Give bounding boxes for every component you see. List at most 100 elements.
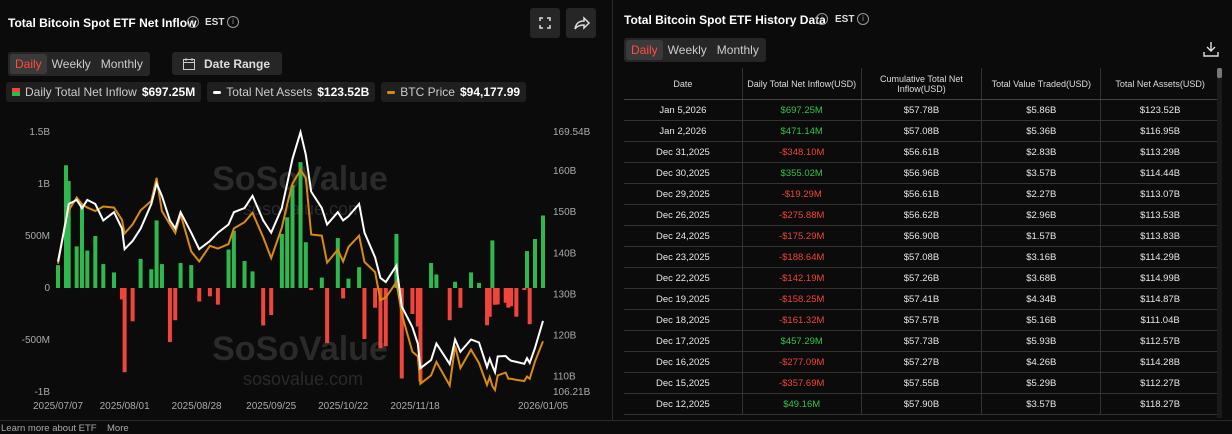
y2-tick-label: 140B xyxy=(553,248,577,259)
table-row: Dec 17,2025 $457.29M $57.73B $5.93B $112.57B xyxy=(624,330,1220,352)
table-cell: $57.55B xyxy=(861,372,983,394)
bar xyxy=(298,162,303,288)
bar xyxy=(159,264,164,288)
y2-tick-label: 106.21B xyxy=(553,387,591,398)
footer-link[interactable]: More xyxy=(107,423,129,434)
table-cell: -$188.64M xyxy=(742,246,862,268)
info-icon[interactable]: i xyxy=(227,16,239,28)
tab[interactable]: Monthly xyxy=(100,57,143,71)
fullscreen-button[interactable] xyxy=(530,8,560,38)
bar xyxy=(418,288,423,382)
table-cell: Dec 29,2025 xyxy=(624,183,743,205)
legend-value: $123.52B xyxy=(317,85,370,99)
share-icon xyxy=(574,16,591,30)
table-cell: Dec 16,2025 xyxy=(624,351,743,373)
table-cell: $2.27B xyxy=(981,183,1102,205)
table-cell: $56.90B xyxy=(861,225,983,247)
tab[interactable]: Monthly xyxy=(716,43,759,57)
table-cell: Dec 15,2025 xyxy=(624,372,743,394)
tab[interactable]: Weekly xyxy=(51,57,91,71)
table-cell: $457.29M xyxy=(742,330,862,352)
bar xyxy=(378,288,383,349)
table-cell: $57.41B xyxy=(861,288,983,310)
bar xyxy=(149,269,154,288)
info-icon[interactable]: i xyxy=(816,13,828,25)
bar xyxy=(138,258,143,288)
legend-value: $697.25M xyxy=(141,85,196,99)
bar xyxy=(447,288,452,321)
bar xyxy=(357,267,362,288)
table-cell: $57.57B xyxy=(861,309,983,331)
column-header: Cumulative Total Net Inflow(USD) xyxy=(861,68,983,100)
bar xyxy=(415,288,420,327)
table-cell: $5.29B xyxy=(981,372,1102,394)
table-cell: $57.78B xyxy=(861,99,983,121)
table-cell: $49.16M xyxy=(742,393,862,415)
calendar-icon xyxy=(183,57,195,70)
table-row: Dec 18,2025 -$161.32M $57.57B $5.16B $111.04… xyxy=(624,309,1220,331)
bar xyxy=(346,278,351,288)
table-cell: $113.29B xyxy=(1100,141,1220,163)
column-header: Date xyxy=(624,68,743,100)
bar xyxy=(74,246,79,288)
info-icon[interactable]: i xyxy=(857,13,869,25)
bar xyxy=(527,288,532,325)
legend-item: BTC Price $94,177.99 xyxy=(381,82,527,102)
table-cell: -$142.19M xyxy=(742,267,862,289)
table-cell: $5.86B xyxy=(981,99,1102,121)
x-tick-label: 2025/10/22 xyxy=(318,401,368,412)
x-tick-label: 2025/08/01 xyxy=(100,401,150,412)
table-row: Dec 22,2025 -$142.19M $57.26B $3.68B $114.99… xyxy=(624,267,1220,289)
table-cell: $113.83B xyxy=(1100,225,1220,247)
bar xyxy=(490,240,495,288)
y2-tick-label: 150B xyxy=(553,207,577,218)
table-cell: $1.57B xyxy=(981,225,1102,247)
legend-label: Daily Total Net Inflow xyxy=(25,85,137,99)
download-icon[interactable] xyxy=(1202,40,1220,58)
tab[interactable]: Weekly xyxy=(667,43,707,57)
y-tick-label: 500M xyxy=(25,231,50,242)
column-header: Total Value Traded(USD) xyxy=(981,68,1102,100)
table-cell: $114.29B xyxy=(1100,246,1220,268)
info-icon[interactable]: i xyxy=(187,16,199,28)
table-cell: $114.44B xyxy=(1100,162,1220,184)
table-cell: $113.53B xyxy=(1100,204,1220,226)
tab[interactable]: Daily xyxy=(626,40,663,60)
tab[interactable]: Daily xyxy=(10,54,47,74)
y-tick-label: -1B xyxy=(34,387,50,398)
bar xyxy=(167,288,172,343)
chart: SoSoValue sosovalue.com SoSoValue sosova… xyxy=(22,127,591,412)
bar xyxy=(66,180,71,288)
timezone: EST xyxy=(835,14,855,25)
column-header: Total Net Assets(USD) xyxy=(1100,68,1220,100)
table-cell: $56.61B xyxy=(861,183,983,205)
x-tick-label: 2025/09/25 xyxy=(246,401,296,412)
panel-title: Total Bitcoin Spot ETF Net Inflow xyxy=(8,16,197,30)
table-row: Jan 5,2026 $697.25M $57.78B $5.86B $123.52B xyxy=(624,99,1220,121)
bar xyxy=(215,288,220,305)
table-row: Dec 29,2025 -$19.29M $56.61B $2.27B $113.07B xyxy=(624,183,1220,205)
bar xyxy=(394,233,399,288)
table-row: Dec 19,2025 -$158.25M $57.41B $4.34B $114.87… xyxy=(624,288,1220,310)
bar xyxy=(285,217,290,288)
table-row: Dec 16,2025 -$277.09M $57.27B $4.26B $114.28… xyxy=(624,351,1220,373)
table-cell: Dec 17,2025 xyxy=(624,330,743,352)
scrollbar[interactable] xyxy=(1217,68,1222,418)
legend-label: Total Net Assets xyxy=(226,85,313,99)
y2-tick-label: 130B xyxy=(553,289,577,300)
footer-link[interactable]: Learn more about ETF xyxy=(1,423,97,434)
date-range-button[interactable]: Date Range xyxy=(172,52,282,75)
legend: Daily Total Net Inflow $697.25M Total Net … xyxy=(6,82,527,102)
bar xyxy=(399,288,404,379)
y-tick-label: -500M xyxy=(22,335,50,346)
table-row: Dec 15,2025 -$357.69M $57.55B $5.29B $112.27… xyxy=(624,372,1220,394)
table-cell: $2.83B xyxy=(981,141,1102,163)
table-row: Jan 2,2026 $471.14M $57.08B $5.36B $116.95B xyxy=(624,120,1220,142)
share-button[interactable] xyxy=(566,8,596,38)
table-row: Dec 23,2025 -$188.64M $57.08B $3.16B $114.29… xyxy=(624,246,1220,268)
x-tick-label: 2025/07/07 xyxy=(33,401,83,412)
bar xyxy=(503,288,508,303)
bar xyxy=(487,288,492,317)
bar xyxy=(79,204,84,288)
